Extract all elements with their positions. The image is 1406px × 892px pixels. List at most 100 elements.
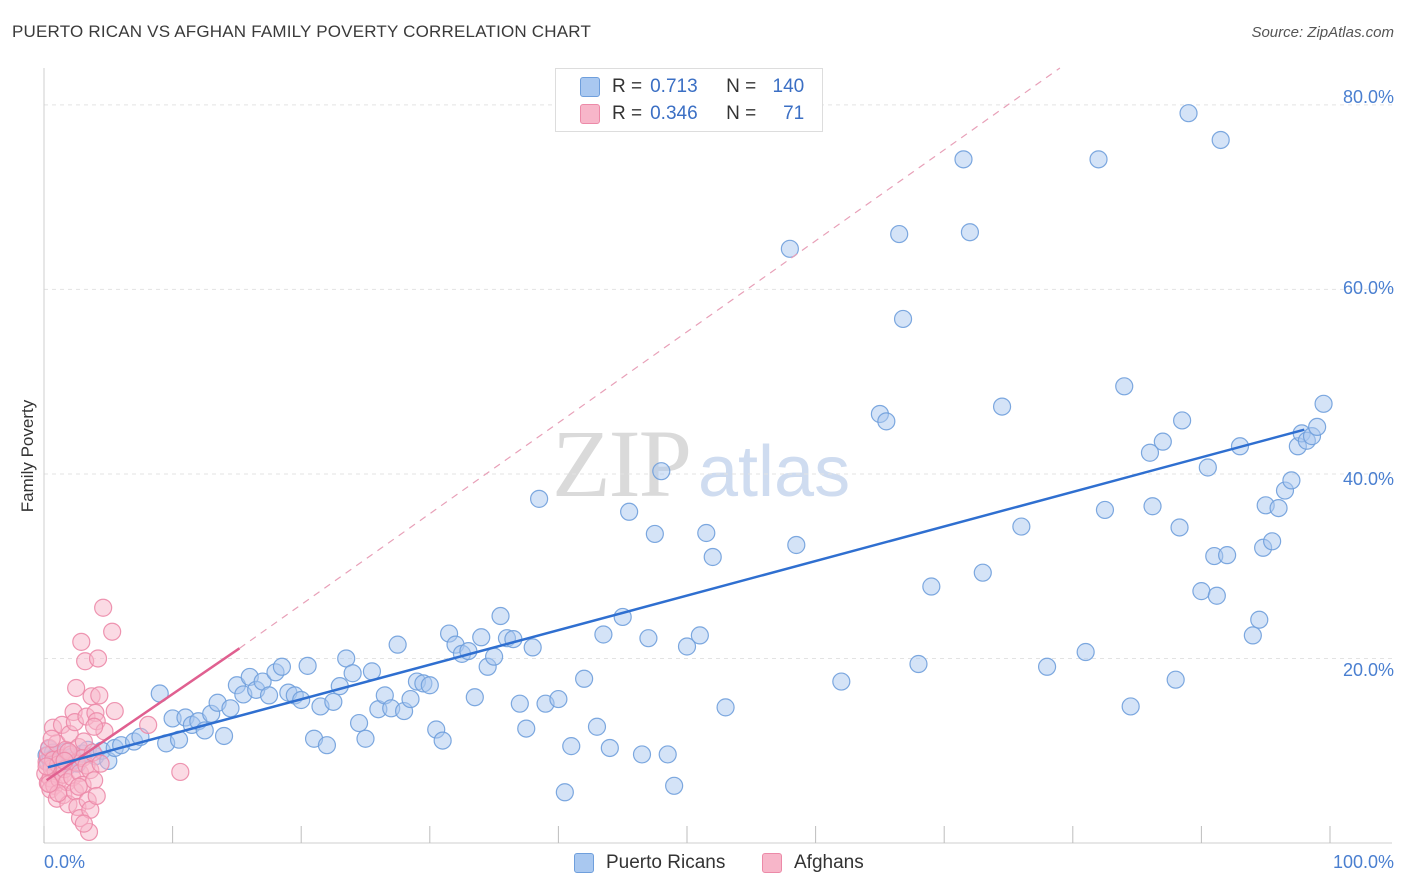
point-afghan bbox=[67, 678, 86, 698]
point-puerto-rican bbox=[665, 776, 684, 795]
point-puerto-rican bbox=[594, 625, 613, 644]
point-puerto-rican bbox=[517, 719, 536, 738]
point-puerto-rican bbox=[530, 489, 549, 508]
bottom-legend-label: Puerto Ricans bbox=[606, 852, 726, 873]
legend-r-label: R = bbox=[612, 103, 643, 124]
point-puerto-rican bbox=[992, 397, 1012, 416]
point-puerto-rican bbox=[600, 738, 619, 758]
point-puerto-rican bbox=[259, 686, 279, 705]
point-puerto-rican bbox=[973, 563, 992, 582]
watermark-atlas: atlas bbox=[698, 432, 851, 512]
point-puerto-rican bbox=[485, 647, 504, 666]
point-puerto-rican bbox=[214, 726, 234, 746]
source-credit: Source: ZipAtlas.com bbox=[1251, 24, 1394, 41]
point-puerto-rican bbox=[1198, 458, 1217, 477]
point-puerto-rican bbox=[343, 664, 362, 683]
point-puerto-rican bbox=[1269, 498, 1288, 518]
point-puerto-rican bbox=[954, 150, 973, 169]
point-puerto-rican bbox=[639, 629, 658, 648]
watermark-zip: ZIP bbox=[552, 410, 692, 517]
legend-swatch-blue bbox=[580, 77, 600, 97]
point-afghan bbox=[85, 771, 104, 790]
point-puerto-rican bbox=[1115, 377, 1134, 396]
point-afghan bbox=[69, 777, 88, 796]
point-afghan bbox=[72, 632, 91, 651]
bottom-legend-afghans[interactable]: Afghans bbox=[762, 852, 864, 874]
point-puerto-rican bbox=[1076, 642, 1095, 662]
point-puerto-rican bbox=[1121, 697, 1140, 716]
chart-title: PUERTO RICAN VS AFGHAN FAMILY POVERTY CO… bbox=[12, 22, 592, 41]
puerto-rican-trend-line bbox=[47, 428, 1305, 769]
legend-n-value: 71 bbox=[783, 103, 805, 124]
point-afghan bbox=[105, 701, 124, 721]
point-puerto-rican bbox=[221, 699, 240, 718]
legend-n-label: N = bbox=[726, 103, 757, 124]
point-puerto-rican bbox=[1143, 497, 1162, 516]
point-afghan bbox=[88, 649, 108, 668]
point-puerto-rican bbox=[1166, 670, 1185, 689]
point-puerto-rican bbox=[893, 309, 913, 329]
point-puerto-rican bbox=[298, 656, 317, 675]
point-puerto-rican bbox=[1207, 586, 1226, 605]
point-puerto-rican bbox=[1211, 130, 1230, 150]
point-puerto-rican bbox=[677, 637, 697, 656]
point-puerto-rican bbox=[1192, 582, 1211, 601]
legend-swatch-pink bbox=[580, 104, 600, 124]
point-puerto-rican bbox=[690, 626, 709, 645]
x-tick-label-min: 0.0% bbox=[44, 852, 86, 872]
point-puerto-rican bbox=[420, 676, 439, 695]
point-puerto-rican bbox=[1170, 518, 1189, 537]
point-puerto-rican bbox=[1250, 610, 1269, 629]
point-puerto-rican bbox=[1089, 150, 1108, 169]
point-puerto-rican bbox=[1153, 432, 1172, 451]
point-puerto-rican bbox=[780, 239, 799, 258]
watermark: ZIP atlas bbox=[552, 408, 850, 519]
point-afghan bbox=[94, 598, 113, 617]
point-puerto-rican bbox=[575, 669, 594, 688]
point-puerto-rican bbox=[1173, 411, 1192, 430]
bottom-legend-puerto-ricans[interactable]: Puerto Ricans bbox=[574, 852, 725, 874]
point-puerto-rican bbox=[1037, 657, 1057, 676]
point-puerto-rican bbox=[472, 628, 491, 647]
legend-r-value: 0.713 bbox=[650, 76, 698, 97]
point-puerto-rican bbox=[909, 654, 928, 674]
point-puerto-rican bbox=[510, 694, 529, 713]
point-puerto-rican bbox=[1140, 443, 1160, 462]
point-puerto-rican bbox=[523, 638, 542, 657]
point-afghan bbox=[40, 774, 59, 794]
point-afghan bbox=[103, 622, 122, 641]
y-tick-label-40: 40.0% bbox=[1342, 469, 1394, 489]
point-puerto-rican bbox=[960, 223, 980, 242]
point-puerto-rican bbox=[922, 577, 941, 596]
point-puerto-rican bbox=[1308, 417, 1327, 436]
legend-n-label: N = bbox=[726, 76, 757, 97]
point-puerto-rican bbox=[620, 502, 639, 521]
point-puerto-rican bbox=[362, 662, 382, 681]
bottom-legend-swatch-pink bbox=[762, 853, 782, 873]
point-puerto-rican bbox=[491, 606, 510, 626]
point-puerto-rican bbox=[697, 523, 716, 543]
point-puerto-rican bbox=[465, 688, 484, 707]
point-puerto-rican bbox=[832, 672, 851, 691]
point-puerto-rican bbox=[555, 783, 574, 802]
point-puerto-rican bbox=[1282, 471, 1301, 490]
point-puerto-rican bbox=[1095, 500, 1115, 520]
point-puerto-rican bbox=[1243, 626, 1262, 645]
point-puerto-rican bbox=[317, 736, 337, 755]
point-puerto-rican bbox=[433, 731, 452, 750]
point-afghan bbox=[90, 686, 109, 705]
point-afghan bbox=[85, 717, 104, 736]
point-puerto-rican bbox=[652, 462, 671, 481]
point-puerto-rican bbox=[401, 689, 420, 709]
point-afghan bbox=[74, 814, 93, 833]
point-puerto-rican bbox=[1263, 532, 1282, 551]
point-puerto-rican bbox=[1179, 104, 1198, 123]
point-puerto-rican bbox=[716, 698, 735, 717]
point-puerto-rican bbox=[587, 717, 607, 736]
point-puerto-rican bbox=[877, 412, 896, 431]
point-puerto-rican bbox=[658, 745, 677, 764]
y-tick-label-60: 60.0% bbox=[1342, 278, 1394, 298]
point-puerto-rican bbox=[388, 635, 407, 654]
legend-n-value: 140 bbox=[772, 76, 805, 97]
legend-row-puerto-ricans: R = 0.713 N = 140 bbox=[580, 74, 804, 100]
